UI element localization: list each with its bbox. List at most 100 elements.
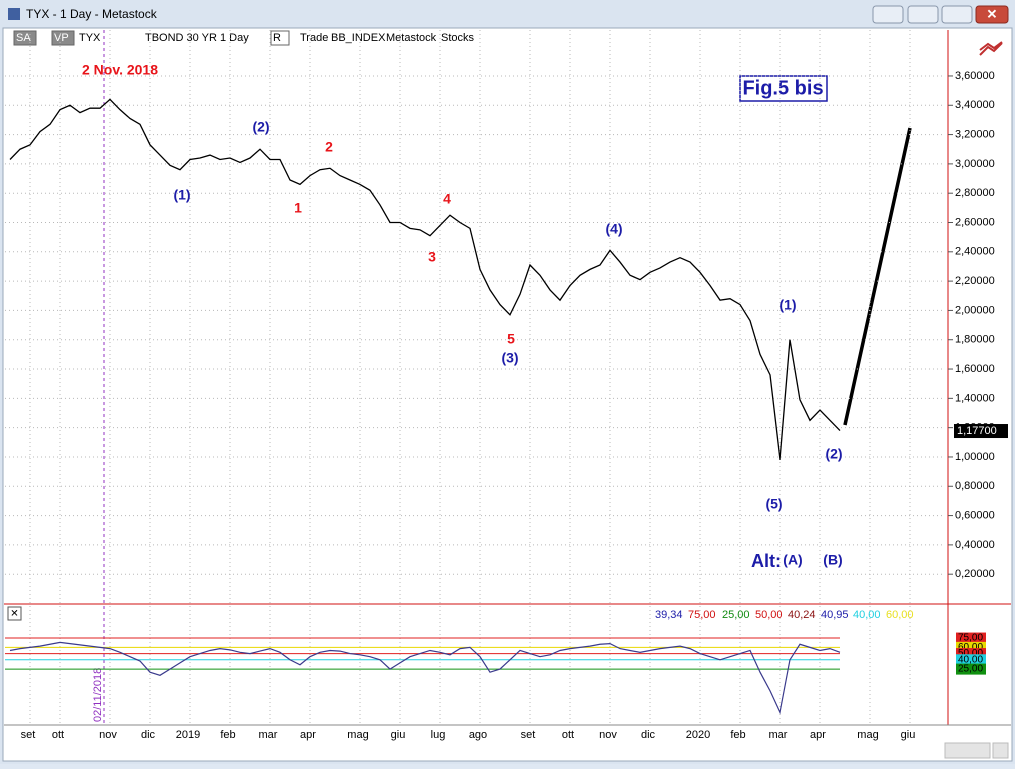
toolbar-item[interactable]: Stocks — [441, 32, 475, 44]
x-tick-label: mar — [769, 729, 788, 741]
y-tick-label: 1,80000 — [955, 334, 995, 346]
chart-title: Fig.5 bis — [742, 77, 823, 99]
wave-label: (B) — [823, 552, 842, 568]
wave-label: 2 — [325, 139, 333, 155]
level-label: 75,00 — [958, 633, 983, 644]
toolbar-item[interactable]: Metastock — [386, 32, 437, 44]
scroll-button[interactable] — [992, 742, 1009, 759]
x-tick-label: 2019 — [176, 729, 200, 741]
wave-label: 1 — [294, 200, 302, 216]
indicator-readout: 50,00 — [755, 609, 783, 621]
chart-icon[interactable] — [979, 41, 1003, 56]
level-label: 40,00 — [958, 654, 983, 665]
y-tick-label: 1,60000 — [955, 363, 995, 375]
indicator-readout: 25,00 — [722, 609, 750, 621]
toolbar-item[interactable]: TBOND 30 YR — [145, 32, 217, 44]
maximize-button[interactable] — [941, 5, 973, 24]
x-tick-label: feb — [730, 729, 745, 741]
x-tick-label: apr — [300, 729, 316, 741]
scrollbar[interactable] — [944, 742, 991, 759]
y-tick-label: 3,40000 — [955, 99, 995, 111]
y-tick-label: 3,00000 — [955, 158, 995, 170]
level-label: 60,00 — [958, 642, 983, 653]
price-line — [9, 98, 841, 460]
close-icon: ✕ — [987, 6, 998, 21]
y-tick-label: 0,40000 — [955, 539, 995, 551]
wave-label: 2 Nov. 2018 — [82, 62, 158, 78]
x-tick-label: set — [21, 729, 36, 741]
wave-label: 3 — [428, 249, 436, 265]
indicator-readout: 39,34 — [655, 609, 683, 621]
wave-label: Alt: — [751, 551, 781, 571]
level-label-box — [956, 654, 986, 666]
last-price-box — [954, 424, 1008, 439]
x-tick-label: ago — [469, 729, 487, 741]
x-tick-label: feb — [220, 729, 235, 741]
level-label-box — [956, 641, 986, 653]
app-icon — [8, 8, 20, 20]
toolbar-item[interactable]: R — [273, 32, 281, 44]
wave-label: 4 — [443, 191, 451, 207]
toolbar-button[interactable] — [51, 30, 75, 46]
indicator-readout: 75,00 — [688, 609, 716, 621]
y-tick-label: 1,40000 — [955, 392, 995, 404]
toolbar-item[interactable]: SA — [16, 32, 31, 44]
x-tick-label: giu — [901, 729, 916, 741]
x-tick-label: dic — [641, 729, 656, 741]
toolbar-item[interactable]: Trade — [300, 32, 328, 44]
indicator-readout: 40,00 — [853, 609, 881, 621]
y-tick-label: 2,80000 — [955, 187, 995, 199]
wave-label: (2) — [825, 446, 842, 462]
wave-label: (1) — [779, 297, 796, 313]
indicator-readout: 60,00 — [886, 609, 914, 621]
figure-label-box — [739, 75, 828, 102]
x-tick-label: apr — [810, 729, 826, 741]
toolbar-button[interactable] — [270, 30, 290, 46]
oscillator-line — [9, 641, 841, 715]
level-label-box — [956, 663, 986, 675]
indicator-readout: 40,24 — [788, 609, 816, 621]
restore-chart-button[interactable] — [872, 5, 904, 24]
x-tick-label: ott — [52, 729, 64, 741]
toolbar-item[interactable]: TYX — [79, 32, 101, 44]
projection-line — [843, 127, 912, 426]
x-tick-label: nov — [599, 729, 617, 741]
x-tick-label: mag — [347, 729, 368, 741]
last-price-label: 1,17700 — [957, 425, 997, 437]
wave-label: (5) — [765, 496, 782, 512]
panel-close-button[interactable] — [7, 606, 22, 621]
chart-pane — [2, 27, 1013, 762]
toolbar-item[interactable]: VP — [54, 32, 69, 44]
wave-label: (4) — [605, 221, 622, 237]
y-tick-label: 0,80000 — [955, 480, 995, 492]
level-label-box — [956, 648, 986, 660]
toolbar-item[interactable]: 1 Day — [220, 32, 249, 44]
y-tick-label: 3,60000 — [955, 70, 995, 82]
x-tick-label: ott — [562, 729, 574, 741]
y-tick-label: 0,60000 — [955, 509, 995, 521]
wave-label: (2) — [252, 119, 269, 135]
y-tick-label: 3,20000 — [955, 128, 995, 140]
x-tick-label: lug — [431, 729, 446, 741]
y-tick-label: 2,40000 — [955, 246, 995, 258]
y-tick-label: 2,00000 — [955, 304, 995, 316]
wave-label: (1) — [173, 187, 190, 203]
minimize-button[interactable] — [907, 5, 939, 24]
y-tick-label: 2,20000 — [955, 275, 995, 287]
x-tick-label: set — [521, 729, 536, 741]
x-tick-label: mar — [259, 729, 278, 741]
x-tick-label: nov — [99, 729, 117, 741]
y-tick-label: 2,60000 — [955, 216, 995, 228]
x-tick-label: giu — [391, 729, 406, 741]
wave-label: (A) — [783, 552, 802, 568]
toolbar-item[interactable]: BB_INDEX — [331, 32, 386, 44]
level-label-box — [956, 632, 986, 644]
date-marker-label: 02/11/2018 — [92, 668, 104, 722]
close-button[interactable] — [975, 5, 1009, 24]
level-label: 25,00 — [958, 664, 983, 675]
y-tick-label: 1,00000 — [955, 451, 995, 463]
panel-close-icon: ✕ — [10, 609, 18, 620]
wave-label: 5 — [507, 331, 515, 347]
